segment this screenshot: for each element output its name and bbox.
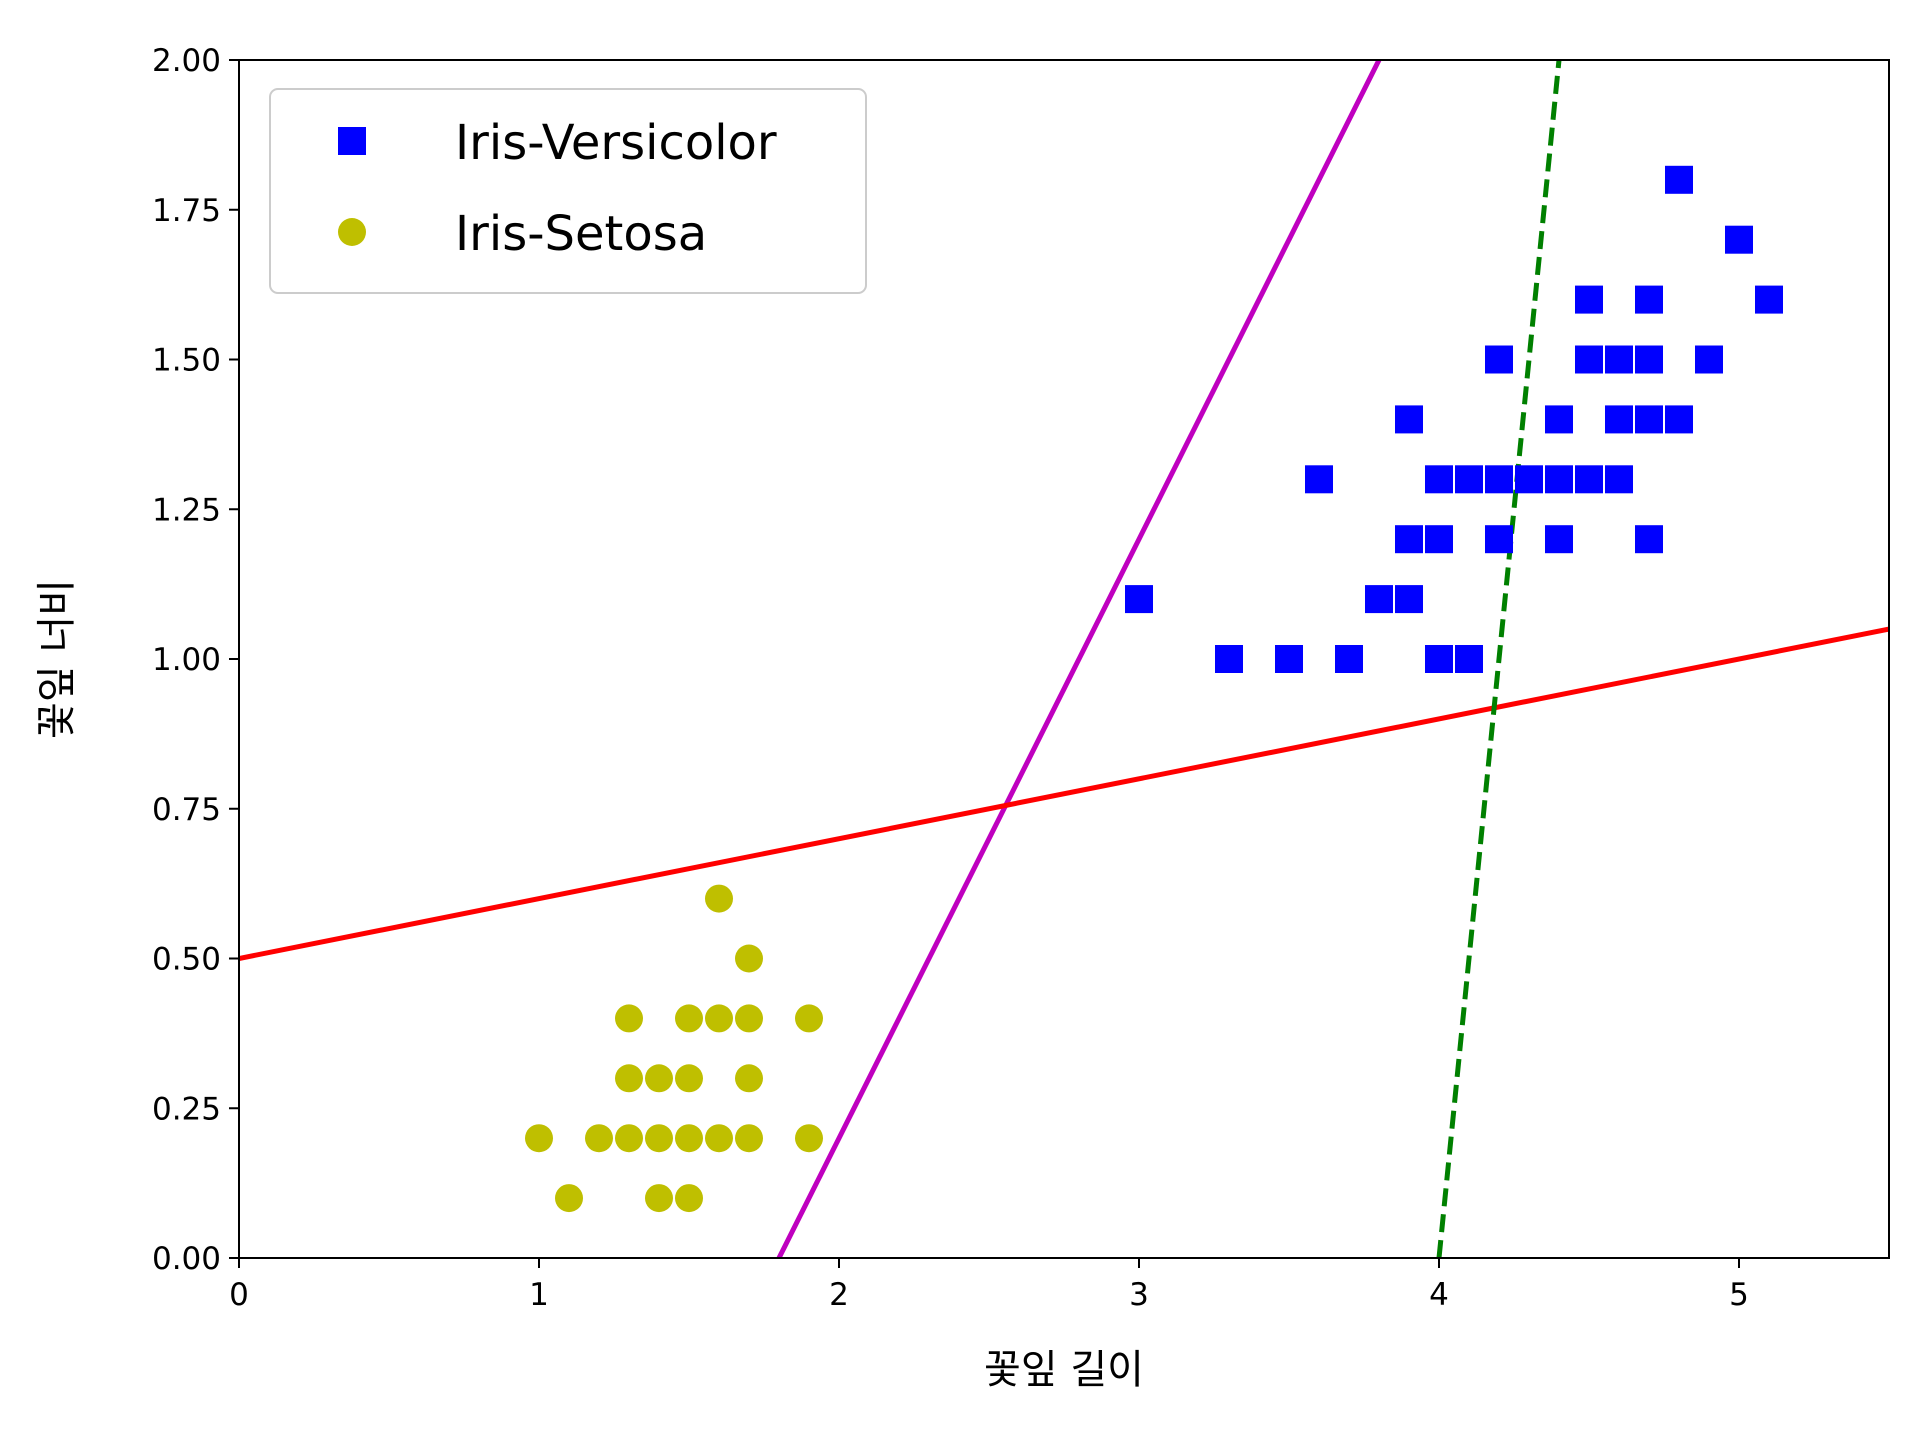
y-axis-title: 꽃잎 너비 [34,579,80,739]
legend-box [269,88,867,294]
y-tick-label: 1.00 [152,642,221,678]
x-axis-title: 꽃잎 길이 [984,1347,1144,1393]
data-point-versicolor [1545,525,1573,554]
data-point-versicolor [1395,525,1423,554]
data-point-setosa [585,1124,613,1153]
data-point-setosa [705,884,733,913]
data-point-setosa [735,1124,763,1153]
data-point-setosa [705,1004,733,1033]
decision-line-1 [776,60,1382,1258]
data-point-setosa [555,1184,583,1213]
data-point-versicolor [1635,525,1663,554]
data-point-versicolor [1485,465,1513,494]
data-point-versicolor [1575,465,1603,494]
x-tick-label: 2 [829,1277,849,1313]
data-point-setosa [735,944,763,973]
data-point-versicolor [1545,405,1573,434]
data-point-setosa [705,1124,733,1153]
data-point-versicolor [1635,405,1663,434]
legend-versicolor-marker [338,127,366,155]
data-point-setosa [645,1064,673,1093]
data-point-versicolor [1665,165,1693,194]
data-point-versicolor [1515,465,1543,494]
y-axis: 0.00 0.25 0.50 0.75 1.00 1.25 1.50 1.75 2.00 [152,43,239,1277]
y-tick-label: 0.75 [152,792,221,828]
data-point-versicolor [1275,645,1303,673]
y-tick-label: 0.25 [152,1091,221,1127]
data-point-versicolor [1575,285,1603,314]
data-point-versicolor [1425,465,1453,494]
data-point-versicolor [1635,345,1663,374]
data-point-setosa [735,1064,763,1093]
data-point-versicolor [1395,585,1423,614]
data-point-versicolor [1725,225,1753,254]
y-tick-label: 1.75 [152,193,221,229]
data-point-versicolor [1305,465,1333,494]
data-point-versicolor [1755,285,1783,314]
data-point-versicolor [1335,645,1363,673]
legend-setosa-label: Iris-Setosa [455,206,707,262]
data-point-versicolor [1605,465,1633,494]
data-point-setosa [675,1184,703,1213]
legend-square-marker [338,127,366,155]
data-point-setosa [675,1004,703,1033]
data-point-versicolor [1545,465,1573,494]
data-point-setosa [675,1064,703,1093]
plot-points [525,165,1783,1213]
data-point-versicolor [1575,345,1603,374]
data-point-versicolor [1485,525,1513,554]
decision-line-3 [1436,60,1562,1258]
data-point-setosa [795,1124,823,1153]
data-point-versicolor [1665,405,1693,434]
data-point-versicolor [1455,465,1483,494]
y-tick-label: 1.25 [152,492,221,528]
decision-line-2 [239,626,1889,961]
y-tick-label: 0.00 [152,1241,221,1277]
x-tick-label: 5 [1729,1277,1749,1313]
data-point-setosa [615,1064,643,1093]
x-tick-label: 1 [529,1277,549,1313]
data-point-versicolor [1365,585,1393,614]
data-point-setosa [795,1004,823,1033]
data-point-versicolor [1605,405,1633,434]
legend-setosa-marker [338,218,366,246]
x-axis: 0 1 2 3 4 5 [229,1258,1749,1313]
data-point-versicolor [1695,345,1723,374]
data-point-versicolor [1605,345,1633,374]
data-point-versicolor [1455,645,1483,673]
data-point-versicolor [1125,585,1153,614]
data-point-setosa [675,1124,703,1153]
legend: Iris-Versicolor Iris-Setosa [269,88,867,294]
plot-lines [239,60,1889,1258]
data-point-setosa [525,1124,553,1153]
x-tick-label: 3 [1129,1277,1149,1313]
x-tick-label: 4 [1429,1277,1449,1313]
legend-versicolor-label: Iris-Versicolor [455,115,777,171]
data-point-setosa [735,1004,763,1033]
data-point-versicolor [1395,405,1423,434]
data-point-versicolor [1425,645,1453,673]
x-tick-label: 0 [229,1277,249,1313]
data-point-versicolor [1485,345,1513,374]
y-tick-label: 1.50 [152,343,221,379]
y-tick-label: 0.50 [152,942,221,978]
data-point-setosa [645,1184,673,1213]
data-point-versicolor [1425,525,1453,554]
data-point-versicolor [1635,285,1663,314]
data-point-setosa [615,1004,643,1033]
legend-circle-marker [338,218,366,246]
data-point-setosa [615,1124,643,1153]
data-point-versicolor [1215,645,1243,673]
data-point-setosa [645,1124,673,1153]
y-tick-label: 2.00 [152,43,221,79]
